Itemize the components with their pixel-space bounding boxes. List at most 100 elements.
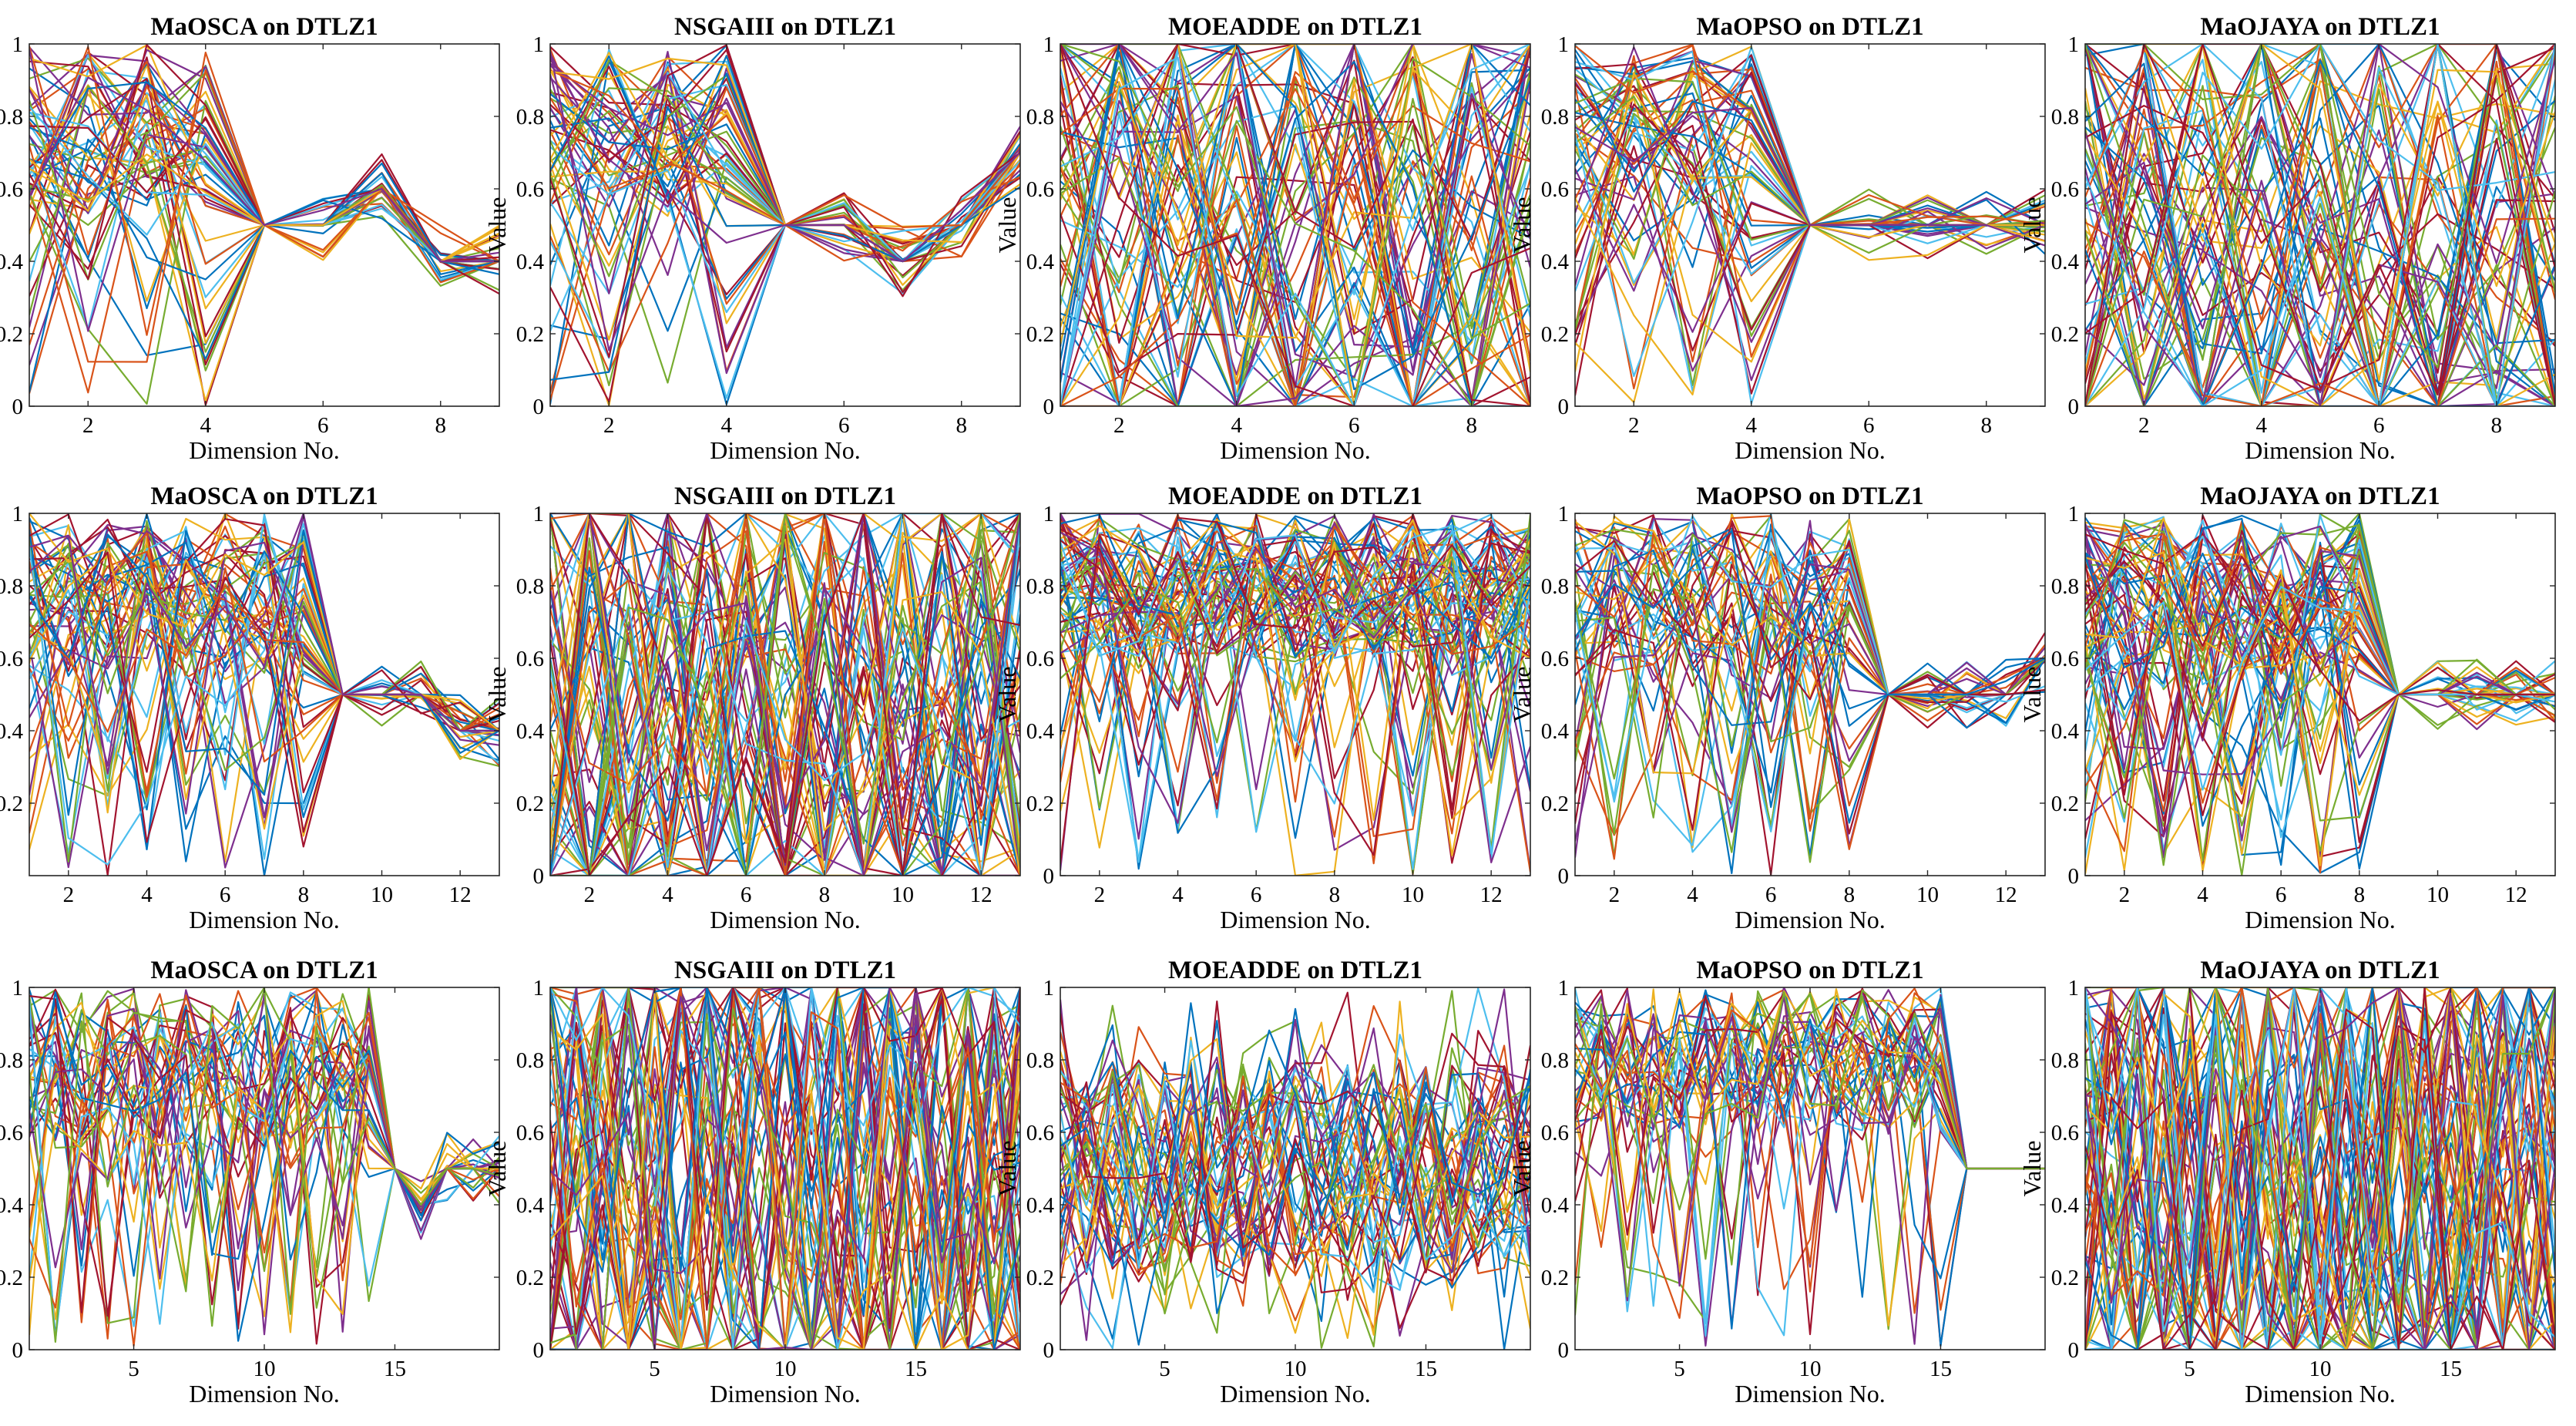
series-line (1060, 988, 1530, 1273)
chart-title: MOEADDE on DTLZ1 (1168, 957, 1422, 984)
series-line (2085, 533, 2555, 722)
y-axis-label: Value (993, 1141, 1021, 1197)
series-line (2085, 987, 2555, 1350)
y-tick-label: 0.6 (1026, 177, 1054, 202)
axes-box (1574, 513, 2046, 876)
x-tick-label: 8 (819, 883, 831, 907)
series-line (550, 513, 1020, 876)
series-line (2085, 44, 2555, 406)
y-tick-label: 0.4 (1541, 719, 1570, 744)
chart-title: MaOSCA on DTLZ1 (150, 13, 378, 41)
series-line (2085, 44, 2555, 406)
series-line (550, 987, 1020, 1350)
series-line (2085, 987, 2555, 1349)
y-tick-label: 1 (1558, 502, 1570, 526)
series-line (550, 528, 1020, 876)
series-line (2085, 987, 2555, 1350)
series-line (2085, 987, 2555, 1350)
x-tick-label: 15 (1415, 1357, 1437, 1381)
series-line (550, 516, 1020, 876)
series-group (29, 987, 499, 1347)
chart-title: MaOJAYA on DTLZ1 (2200, 13, 2440, 41)
y-tick-label: 1 (1558, 32, 1570, 57)
chart-title: NSGAIII on DTLZ1 (674, 13, 896, 41)
y-tick-label: 0 (533, 395, 545, 419)
series-line (1060, 1080, 1530, 1293)
y-tick-label: 0.4 (2051, 719, 2080, 744)
x-tick-label: 10 (1799, 1357, 1822, 1381)
series-group (1060, 987, 1530, 1350)
x-axis-label: Dimension No. (710, 1380, 861, 1408)
y-tick-label: 0.2 (0, 322, 23, 347)
x-tick-label: 6 (1863, 413, 1875, 438)
x-tick-label: 6 (317, 413, 329, 438)
series-line (550, 987, 1020, 1350)
chart-panel: 2 4 6 8 0 0.2 0.4 0.6 0.8 1 MaOJAYA on DTLZ1 Dimens… (2018, 13, 2556, 464)
series-line (2085, 523, 2555, 838)
series-line (1060, 513, 1530, 864)
x-tick-label: 12 (970, 883, 992, 907)
series-line (550, 513, 1020, 876)
series-line (1575, 173, 2045, 403)
y-tick-label: 0.6 (0, 177, 23, 202)
y-tick-label: 1 (2068, 976, 2080, 1001)
chart-panel: 5 10 15 0 0.2 0.4 0.6 0.8 1 MOEADDE on DTLZ1 Dimen… (993, 957, 1531, 1408)
series-group (1575, 513, 2045, 876)
series-line (2085, 44, 2555, 406)
series-line (1060, 119, 1530, 406)
series-line (29, 76, 499, 263)
series-line (550, 513, 1020, 876)
series-line (550, 987, 1020, 1350)
x-tick-label: 10 (1285, 1357, 1307, 1381)
series-line (1060, 529, 1530, 832)
series-line (29, 515, 499, 775)
chart-panel: 2 4 6 8 0 0.2 0.4 0.6 0.8 1 MOEADDE on DTLZ1 Dimens… (993, 13, 1531, 464)
y-tick-label: 0.2 (1541, 322, 1569, 347)
series-line (550, 513, 1020, 876)
series-line (1060, 44, 1530, 406)
series-group (1060, 44, 1530, 406)
series-line (2085, 44, 2555, 406)
y-tick-label: 0.6 (1541, 1121, 1569, 1145)
series-line (550, 513, 1020, 876)
y-tick-label: 0 (1558, 864, 1570, 889)
series-line (550, 513, 1020, 876)
y-tick-label: 0.2 (516, 792, 544, 816)
chart-panel: 2 4 6 8 10 12 0.2 0.4 0.6 0.8 1 MaOSCA on DTLZ1 Dime… (0, 483, 500, 933)
axes-box (29, 513, 500, 876)
series-line (1060, 44, 1530, 406)
x-axis-label: Dimension No. (189, 436, 340, 464)
y-tick-label: 0.8 (1026, 105, 1054, 129)
y-tick-label: 0.8 (1541, 1048, 1569, 1073)
series-line (1060, 1000, 1530, 1263)
series-line (1575, 530, 2045, 853)
series-line (550, 513, 1020, 876)
series-line (550, 145, 1020, 387)
series-line (1060, 521, 1530, 873)
x-tick-label: 8 (2354, 883, 2366, 907)
x-axis-label: Dimension No. (1220, 906, 1371, 933)
y-tick-label: 0.6 (516, 1121, 544, 1145)
x-axis-label: Dimension No. (2245, 906, 2396, 933)
series-line (2085, 582, 2555, 866)
series-line (2085, 109, 2555, 406)
chart-panel: 2 4 6 8 0 0.2 0.4 0.6 0.8 1 MaOPSO on DTLZ1 Dimensi… (1508, 13, 2046, 464)
y-tick-label: 0.2 (516, 1266, 544, 1290)
series-line (2085, 44, 2555, 405)
y-tick-label: 0.4 (0, 719, 24, 744)
y-tick-label: 0.6 (0, 647, 23, 671)
series-line (550, 561, 1020, 876)
series-line (2085, 88, 2555, 406)
series-line (550, 987, 1020, 1350)
series-line (2085, 987, 2555, 1350)
series-line (1060, 44, 1530, 388)
series-line (2085, 44, 2555, 406)
series-group (1575, 44, 2045, 405)
series-line (2085, 541, 2555, 866)
series-line (1060, 517, 1530, 802)
series-line (1060, 44, 1530, 406)
series-line (1060, 44, 1530, 406)
y-axis-label: Value (483, 197, 511, 254)
y-axis-label: Value (1508, 1141, 1536, 1197)
x-tick-label: 6 (1348, 413, 1360, 438)
